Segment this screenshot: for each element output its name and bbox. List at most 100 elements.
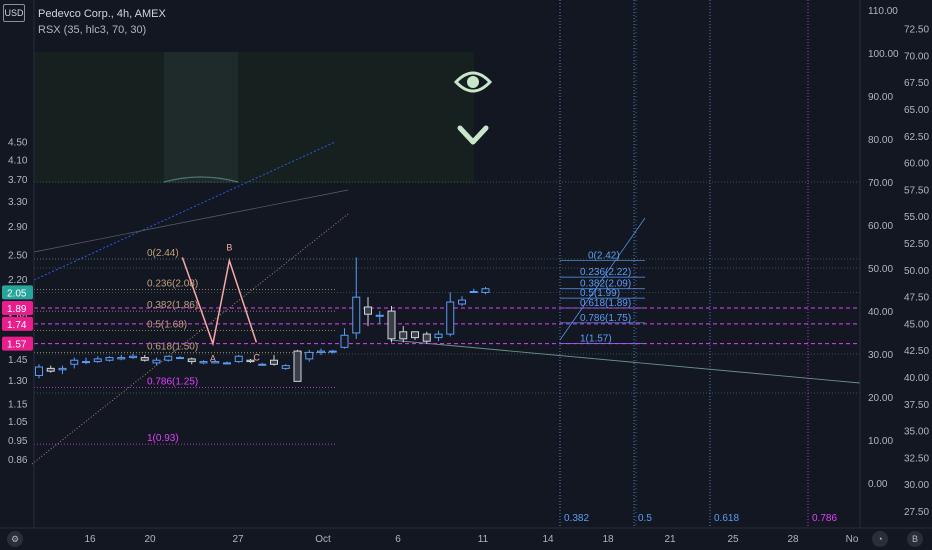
candle-body	[46, 367, 55, 372]
candle-body	[469, 290, 478, 293]
x-axis-tick-label: 25	[727, 534, 739, 545]
right-axis-price-tick-label: 55.00	[904, 212, 929, 223]
left-axis-tick-label: 1.30	[8, 376, 28, 387]
right-axis-rsx-tick-label: 50.00	[868, 264, 893, 275]
x-axis-tick-label: 27	[232, 534, 244, 545]
x-axis-tick-label: 18	[602, 534, 614, 545]
trendline-up	[31, 213, 349, 465]
candle-body	[187, 358, 196, 363]
left-axis-tick-label: 4.10	[8, 155, 28, 166]
right-axis-price-tick-label: 72.50	[904, 25, 929, 36]
right-axis-rsx-tick-label: 60.00	[868, 221, 893, 232]
fib-right-level-label: 0.786(1.75)	[580, 313, 631, 324]
currency-label[interactable]: USD	[3, 4, 25, 22]
right-axis-price-tick-label: 35.00	[904, 427, 929, 438]
x-axis-tick-label: 28	[787, 534, 799, 545]
fib-time-zone-label: 0.786	[812, 513, 837, 524]
candle-body	[399, 331, 408, 340]
fib-time-zone-label: 0.5	[638, 513, 652, 524]
candle-body	[152, 359, 161, 364]
left-axis-tick-label: 1.45	[8, 355, 28, 366]
indicator-title[interactable]: RSX (35, hlc3, 70, 30)	[38, 24, 147, 36]
symbol-title[interactable]: Pedevco Corp., 4h, AMEX	[38, 8, 166, 20]
right-axis-rsx-tick-label: 10.00	[868, 436, 893, 447]
fib-left-level-label: 0.5(1.68)	[147, 320, 187, 331]
fib-right-level-label: 0.236(2.22)	[580, 267, 631, 278]
candle-body	[164, 355, 173, 361]
candle-body	[234, 355, 243, 363]
candle-body	[317, 350, 325, 353]
candle-body	[422, 333, 431, 342]
candle-body	[129, 355, 137, 359]
right-axis-price-tick-label: 52.50	[904, 239, 929, 250]
fib-right-level-label: 0.618(1.89)	[580, 298, 631, 309]
price-label-badge	[2, 301, 33, 316]
trendline-blue	[33, 141, 336, 281]
left-axis-tick-label: 3.70	[8, 175, 28, 186]
timezone-icon[interactable]: ◔	[872, 531, 888, 547]
candle-body	[105, 357, 114, 361]
right-axis-price-tick-label: 42.50	[904, 346, 929, 357]
x-axis-tick-label: 6	[395, 534, 401, 545]
candle-body	[35, 366, 43, 376]
candle-body	[58, 367, 67, 371]
fib-left-level-label: 0.786(1.25)	[147, 376, 198, 387]
candle-body	[481, 288, 490, 293]
candle-body	[458, 299, 466, 305]
candle-body	[223, 362, 231, 365]
gear-icon[interactable]: ⚙	[7, 531, 23, 547]
fib-left-level-label: 1(0.93)	[147, 433, 179, 444]
right-axis-rsx-tick-label: 70.00	[868, 178, 893, 189]
harmonic-pattern-line	[181, 257, 258, 347]
trendline-down	[389, 339, 861, 384]
right-axis-rsx-tick-label: 110.00	[868, 6, 898, 17]
x-axis-tick-label: 11	[478, 534, 489, 545]
candle-body	[387, 310, 396, 340]
candle-body	[70, 359, 79, 365]
left-axis-tick-label: 0.86	[8, 455, 28, 466]
rsx-curve-line	[163, 176, 239, 183]
candle-body	[411, 331, 419, 339]
right-axis-price-tick-label: 65.00	[904, 105, 929, 116]
rsx-zone-shade	[34, 52, 474, 183]
left-axis-tick-label: 2.20	[8, 275, 28, 286]
right-axis-price-tick-label: 70.00	[904, 51, 929, 62]
fib-right-level-label: 0(2.42)	[588, 251, 620, 262]
x-axis-tick-label: 14	[542, 534, 554, 545]
candle-body	[199, 361, 208, 364]
x-axis-tick-label: 21	[664, 534, 676, 545]
candle-body	[328, 350, 337, 353]
price-label-text: 2.05	[7, 288, 27, 299]
candle-body	[82, 361, 90, 364]
left-axis-tick-label: 1.05	[8, 417, 28, 428]
fib-left-level-label: 0.382(1.86)	[147, 300, 198, 311]
right-axis-rsx-tick-label: 80.00	[868, 135, 893, 146]
candle-body	[176, 357, 184, 360]
candle-body	[434, 333, 443, 339]
candle-body	[352, 296, 361, 334]
price-label-badge	[2, 336, 33, 351]
harmonic-point-label: B	[226, 243, 232, 253]
fib-right-level-label: 1(1.57)	[580, 334, 612, 345]
candle-body	[281, 365, 290, 369]
chart-settings-button[interactable]: B	[907, 531, 923, 547]
chevron-down-icon	[457, 125, 489, 145]
right-axis-price-tick-label: 45.00	[904, 319, 929, 330]
fib-left-level-label: 0(2.44)	[147, 248, 179, 259]
fib-left-level-label: 0.618(1.50)	[147, 341, 198, 352]
right-axis-rsx-tick-label: 100.00	[868, 49, 899, 60]
right-axis-rsx-tick-label: 0.00	[868, 479, 888, 490]
right-axis-price-tick-label: 32.50	[904, 453, 929, 464]
fib-time-zone-label: 0.618	[714, 513, 739, 524]
left-axis-tick-label: 1.15	[8, 399, 28, 410]
left-axis-tick-label: 2.50	[8, 250, 28, 261]
right-axis-rsx-tick-label: 20.00	[868, 393, 893, 404]
left-axis-tick-label: 2.90	[8, 222, 28, 233]
candle-body	[117, 357, 126, 360]
right-axis-rsx-tick-label: 40.00	[868, 307, 893, 318]
trendline-gray	[33, 189, 349, 253]
eye-icon	[453, 71, 493, 93]
candle-body	[375, 314, 384, 317]
price-label-badge	[2, 316, 33, 331]
